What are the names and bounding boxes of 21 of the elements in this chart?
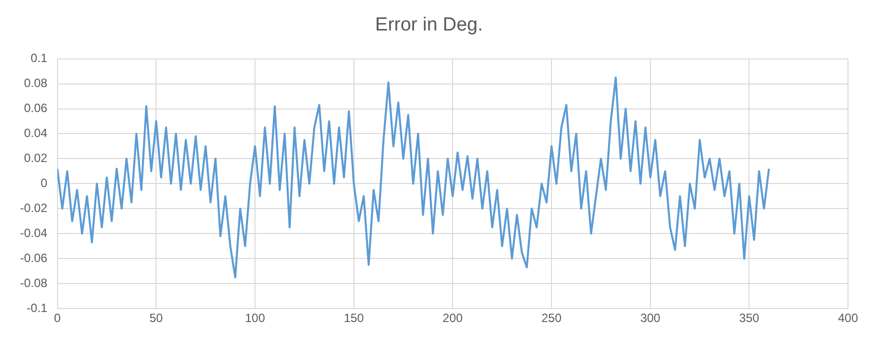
y-tick-label: 0.02 <box>24 151 48 166</box>
x-tick-label: 350 <box>739 311 760 326</box>
y-tick-label: -0.04 <box>20 226 48 240</box>
y-tick-label: -0.02 <box>20 200 48 215</box>
x-tick-label: 250 <box>541 311 562 326</box>
x-tick-label: 50 <box>150 311 164 326</box>
x-tick-label: 0 <box>54 311 62 326</box>
y-tick-label: 0 <box>40 176 48 190</box>
y-tick-label: -0.1 <box>26 300 48 315</box>
x-tick-label: 100 <box>245 311 266 326</box>
x-tick-label: 150 <box>344 311 364 326</box>
x-tick-label: 400 <box>838 311 858 326</box>
chart-title: Error in Deg. <box>375 14 483 36</box>
y-tick-label: -0.06 <box>20 250 48 265</box>
y-tick-label: 0.08 <box>24 76 48 90</box>
y-tick-label: 0.06 <box>24 101 48 116</box>
y-tick-label: 0.04 <box>24 126 48 140</box>
y-tick-label: -0.08 <box>20 276 48 290</box>
y-tick-label: 0.1 <box>30 51 48 66</box>
x-tick-label: 300 <box>640 311 661 326</box>
x-tick-label: 200 <box>442 311 464 326</box>
